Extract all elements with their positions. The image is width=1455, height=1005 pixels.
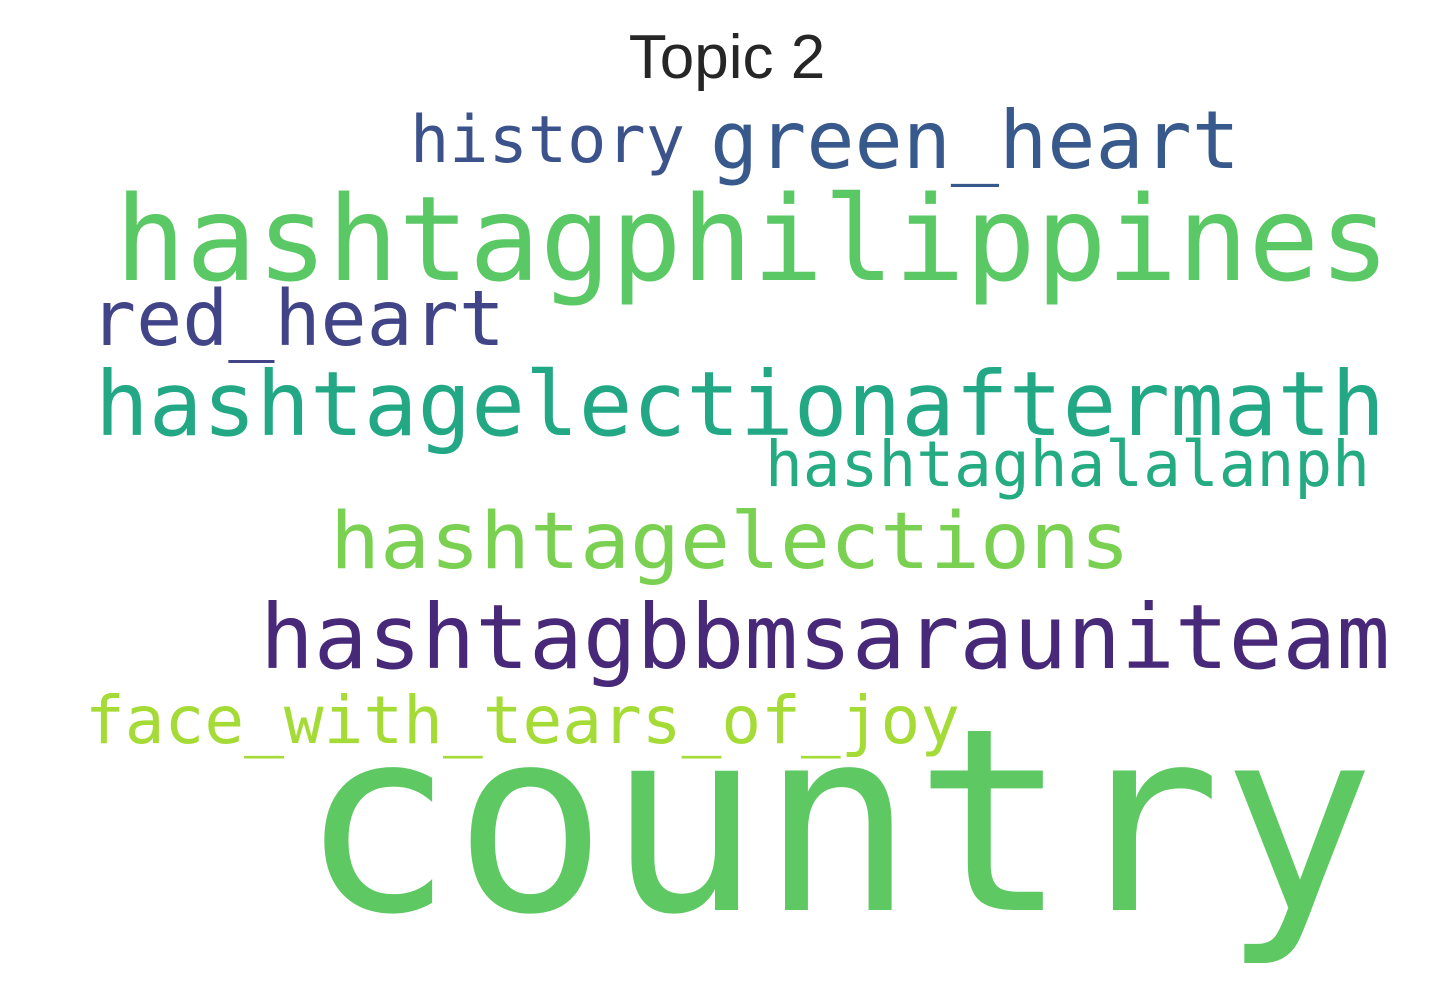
title: Topic 2 [629,23,825,92]
word: country [300,674,1375,971]
word: history [410,103,685,178]
word: hashtaghalalanph [765,428,1370,501]
word: face_with_tears_of_joy [85,682,960,759]
word: red_heart [90,275,505,364]
word: hashtagphilippines [115,170,1390,308]
word: hashtagelectionaftermath [95,352,1385,456]
word: hashtagbbmsarauniteam [260,585,1390,689]
word: hashtagelections [330,497,1130,587]
word: green_heart [710,94,1240,187]
